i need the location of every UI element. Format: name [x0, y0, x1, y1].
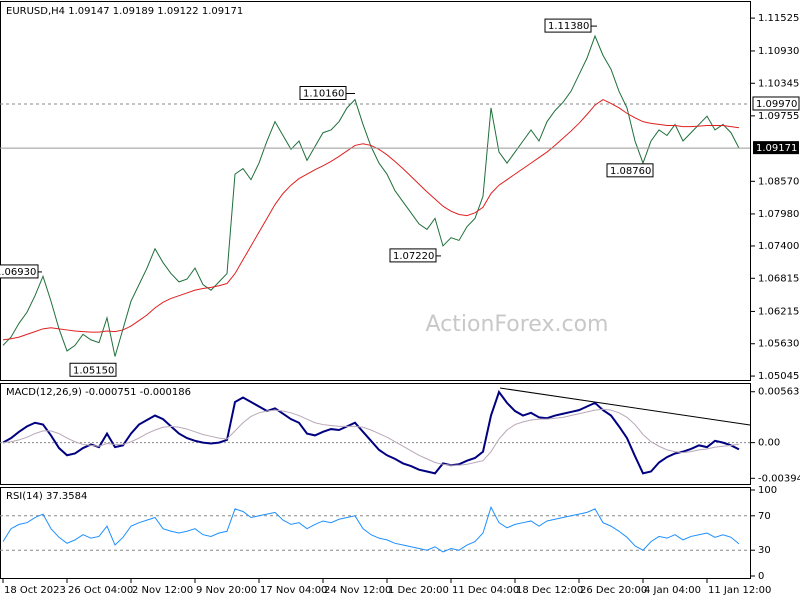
- annotation-box: [606, 163, 654, 178]
- annotation-label: 1.10160: [303, 88, 344, 99]
- x-tick-label: 4 Jan 04:00: [644, 585, 701, 596]
- y-tick-label: 30: [758, 545, 771, 556]
- rsi-value: 37.3584: [46, 491, 87, 502]
- series-line: [2, 98, 740, 341]
- annotation-box: [389, 248, 437, 263]
- annotation-label: 1.08760: [610, 166, 651, 177]
- x-tick-label: 18 Dec 12:00: [516, 585, 583, 596]
- y-tick-label: 100: [758, 485, 777, 496]
- x-tick-label: 26 Dec 20:00: [580, 585, 647, 596]
- series-line: [2, 505, 740, 553]
- series-line: [2, 408, 740, 466]
- trend-line: [499, 387, 751, 426]
- y-tick-label: 1.09755: [758, 111, 799, 122]
- x-tick-label: 1 Dec 20:00: [388, 585, 449, 596]
- close: 1.09171: [202, 6, 243, 17]
- level-label: 1.09970: [756, 99, 797, 110]
- open: 1.09147: [68, 6, 109, 17]
- level-box: [752, 96, 800, 111]
- current-price-box: [753, 141, 799, 155]
- price-header: EURUSD,H4 1.09147 1.09189 1.09122 1.0917…: [6, 6, 243, 17]
- y-tick-label: -0.003949: [758, 473, 800, 484]
- annotation-label: 1.07220: [393, 251, 434, 262]
- x-tick-label: 17 Nov 04:00: [260, 585, 327, 596]
- rsi-panel: [0, 487, 751, 579]
- y-tick-label: 1.07980: [758, 209, 799, 220]
- y-tick-label: 1.05045: [758, 371, 799, 382]
- annotation-box: [69, 362, 117, 377]
- current-price-label: 1.09171: [756, 143, 797, 154]
- x-tick-label: 11 Jan 12:00: [708, 585, 771, 596]
- x-tick-label: 18 Oct 2023: [4, 585, 66, 596]
- y-tick-label: 0: [758, 571, 764, 582]
- rsi-title: RSI(14): [6, 491, 43, 502]
- high: 1.09189: [113, 6, 154, 17]
- annotation-label: 1.05150: [73, 365, 114, 376]
- series-line: [2, 389, 740, 475]
- low: 1.09122: [157, 6, 198, 17]
- y-tick-label: 1.08570: [758, 176, 799, 187]
- symbol: EURUSD,H4: [6, 6, 65, 17]
- annotation-label: 1.06930: [0, 267, 36, 278]
- x-tick-label: 2 Nov 12:00: [132, 585, 193, 596]
- y-tick-label: 1.10930: [758, 46, 799, 57]
- macd-title: MACD(12,26,9): [6, 387, 82, 398]
- annotation-box: [0, 264, 39, 279]
- annotation-label: 1.11380: [548, 21, 589, 32]
- series-line: [2, 34, 740, 357]
- y-tick-label: 0.005635: [758, 387, 800, 398]
- x-tick-label: 11 Dec 04:00: [452, 585, 519, 596]
- signal-value: -0.000186: [140, 387, 191, 398]
- y-tick-label: 0.00: [758, 438, 780, 449]
- y-tick-label: 1.11525: [758, 13, 799, 24]
- annotation-box: [299, 85, 347, 100]
- macd-panel: [0, 383, 751, 485]
- watermark: ActionForex.com: [426, 312, 609, 337]
- y-tick-label: 1.06215: [758, 306, 799, 317]
- annotation-box: [544, 18, 592, 33]
- x-tick-label: 9 Nov 20:00: [196, 585, 257, 596]
- macd-header: MACD(12,26,9) -0.000751 -0.000186: [6, 387, 191, 398]
- y-tick-label: 1.05630: [758, 339, 799, 350]
- rsi-header: RSI(14) 37.3584: [6, 491, 87, 502]
- x-tick-label: 24 Nov 12:00: [324, 585, 391, 596]
- y-tick-label: 1.06815: [758, 273, 799, 284]
- y-tick-label: 70: [758, 511, 771, 522]
- y-tick-label: 1.10345: [758, 78, 799, 89]
- macd-value: -0.000751: [85, 387, 136, 398]
- x-tick-label: 26 Oct 04:00: [68, 585, 133, 596]
- y-tick-label: 1.07400: [758, 241, 799, 252]
- price-panel: [0, 1, 751, 381]
